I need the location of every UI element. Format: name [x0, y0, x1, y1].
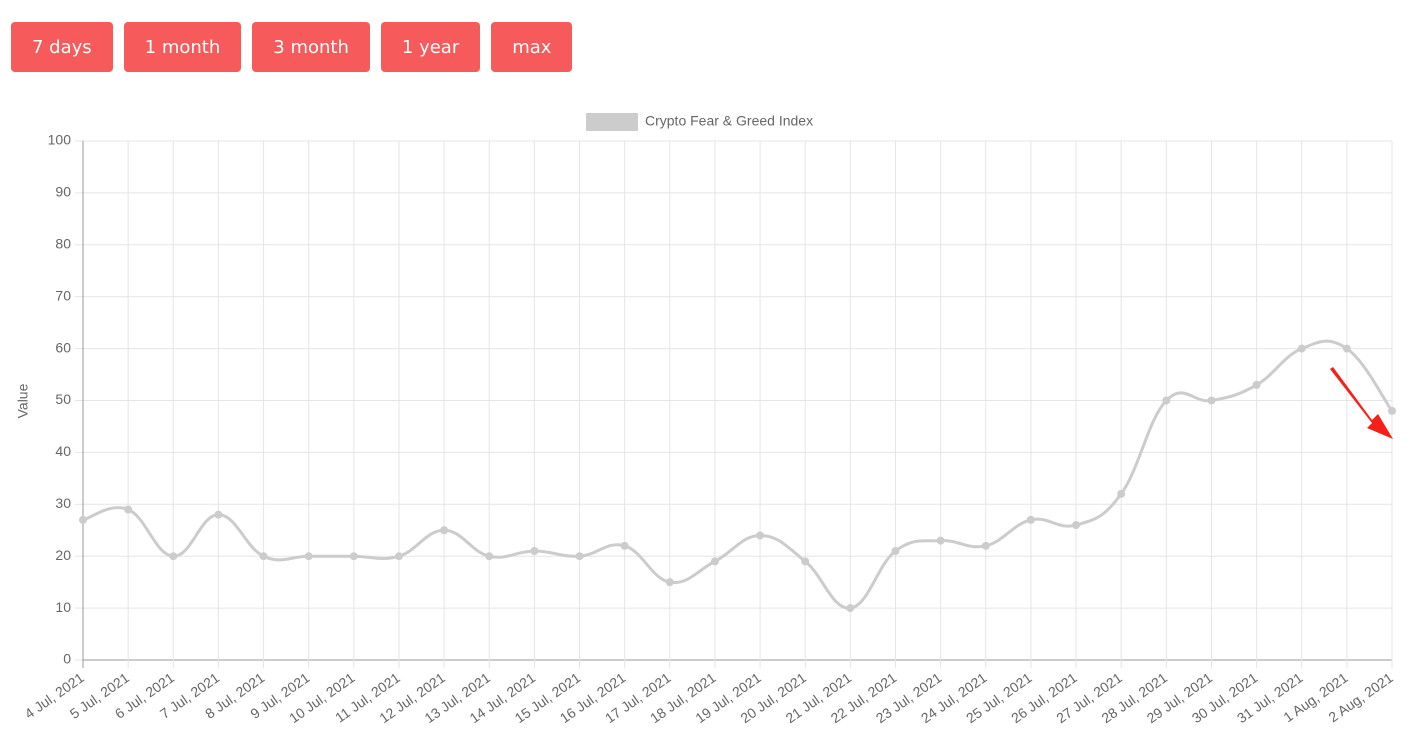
data-point: [349, 552, 358, 561]
data-point: [79, 515, 87, 524]
data-point: [1207, 396, 1216, 405]
y-tick-label: 100: [48, 132, 72, 148]
data-point: [891, 547, 900, 556]
data-point: [1026, 515, 1035, 524]
data-line: [82, 339, 1394, 610]
data-point: [1117, 489, 1126, 498]
data-point: [1162, 396, 1171, 405]
data-point: [304, 552, 313, 561]
y-tick-label: 10: [55, 599, 71, 615]
data-point: [259, 552, 268, 561]
y-axis-label: Value: [15, 383, 31, 418]
data-point: [124, 505, 133, 514]
data-point: [1072, 521, 1081, 530]
data-point: [394, 552, 403, 561]
data-point: [665, 578, 674, 587]
data-point: [1297, 344, 1306, 353]
y-tick-label: 40: [55, 443, 71, 459]
data-point: [1252, 380, 1261, 389]
data-point: [846, 604, 855, 613]
data-point: [575, 552, 584, 561]
legend-swatch: [586, 113, 638, 131]
range-button[interactable]: 1 year: [380, 22, 481, 72]
y-tick-label: 90: [55, 184, 71, 200]
data-point: [981, 541, 990, 550]
y-tick-label: 70: [55, 287, 71, 303]
data-point: [801, 557, 810, 566]
arrow-annotation: [1330, 367, 1393, 439]
y-tick-label: 20: [55, 547, 71, 563]
data-point: [1342, 344, 1351, 353]
data-point: [530, 547, 539, 556]
range-button[interactable]: 3 month: [252, 22, 370, 72]
y-tick-label: 50: [55, 391, 71, 407]
legend-label: Crypto Fear & Greed Index: [645, 113, 813, 129]
data-point: [169, 552, 178, 561]
data-point: [1388, 406, 1396, 415]
data-point: [485, 552, 494, 561]
data-point: [710, 557, 719, 566]
y-tick-label: 60: [55, 339, 71, 355]
range-button[interactable]: 7 days: [11, 22, 113, 72]
data-point: [620, 541, 629, 550]
data-point: [936, 536, 945, 545]
range-button[interactable]: max: [491, 22, 573, 72]
range-button[interactable]: 1 month: [123, 22, 242, 72]
data-point: [440, 526, 449, 535]
y-tick-label: 30: [55, 495, 71, 511]
y-tick-label: 0: [63, 651, 71, 667]
y-tick-label: 80: [55, 236, 71, 252]
data-point: [214, 510, 223, 519]
data-point: [756, 531, 765, 540]
range-buttons: 7 days 1 month 3 month 1 year max: [11, 22, 573, 72]
